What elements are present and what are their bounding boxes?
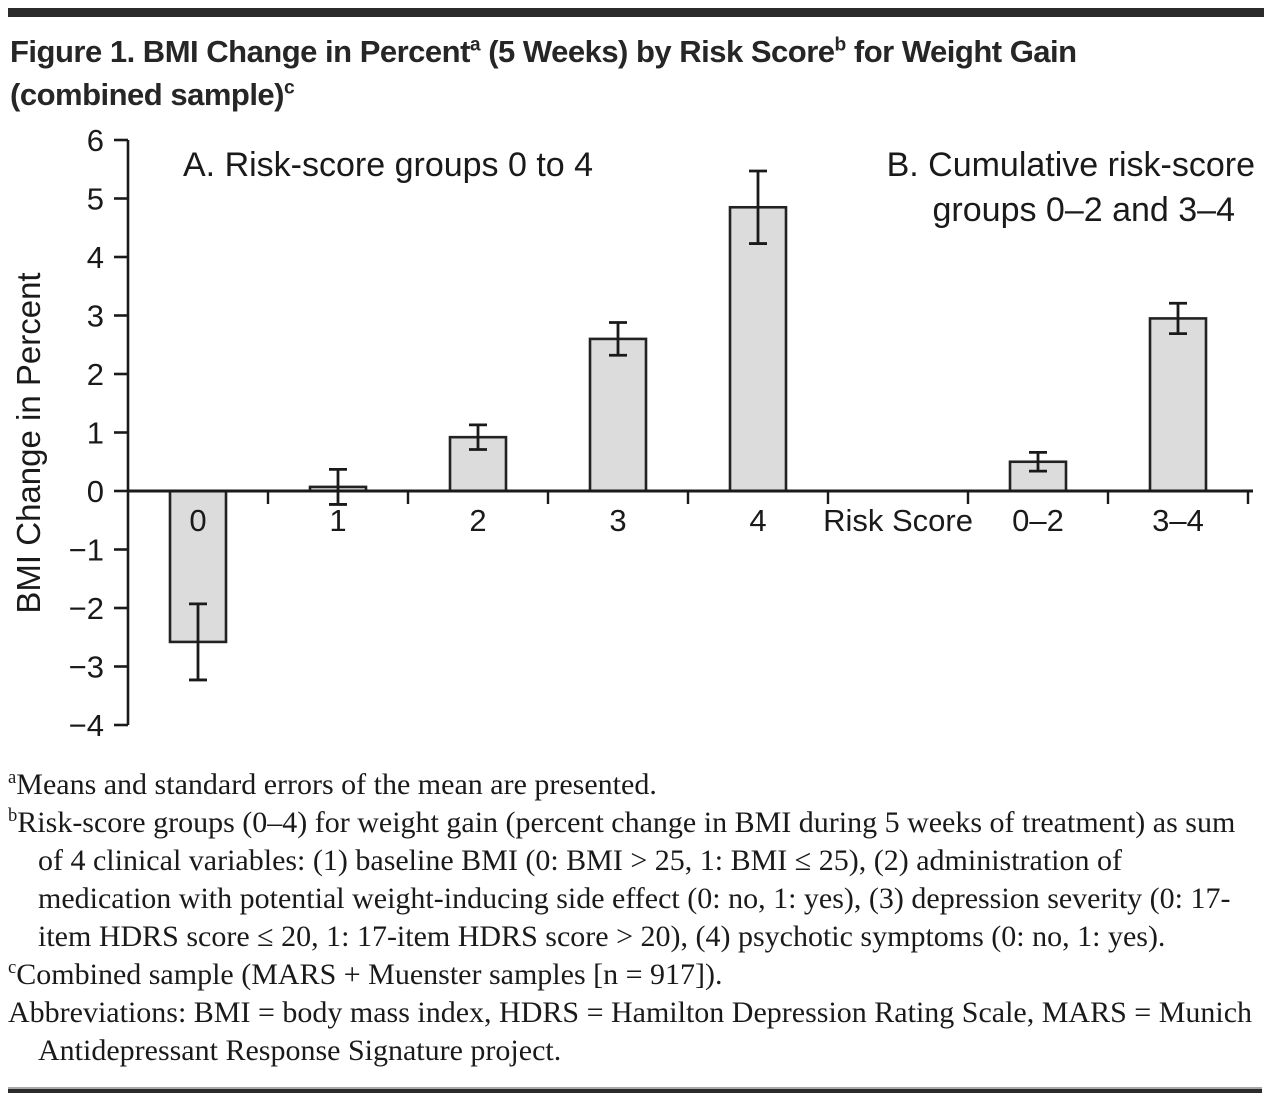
y-tick-label-3: 3 (87, 299, 104, 334)
superscript-marker: c (284, 77, 295, 99)
superscript-marker: a (469, 34, 481, 56)
y-tick-label-4: 4 (87, 240, 104, 275)
bar-risk-3–4 (1148, 317, 1208, 493)
superscript-marker: b (8, 805, 18, 826)
superscript-marker: b (834, 34, 847, 56)
bar-risk-4 (728, 205, 788, 493)
figure-title-line-1: Figure 1. BMI Change in Percenta (5 Week… (10, 34, 1077, 69)
bmi-bar-chart: 6 5 4 3 2 1 0 −1 −2 −3 −4 0 1 2 3 4 Risk Score 0–2 3–4 A. R… (10, 128, 1255, 743)
x-tick-label-1: 1 (329, 503, 346, 538)
y-tick-label-5: 5 (87, 182, 104, 217)
x-tick-label-0: 0 (189, 503, 206, 538)
y-tick-label-6: 6 (87, 128, 104, 158)
footnote-a: aMeans and standard errors of the mean a… (8, 767, 657, 801)
x-tick-label-3: 3 (609, 503, 626, 538)
x-tick-label-2: 2 (469, 503, 486, 538)
footnotes: aMeans and standard errors of the mean a… (8, 766, 1258, 1070)
x-tick-label-3–4: 3–4 (1152, 503, 1204, 538)
y-axis-title: BMI Change in Percent (10, 272, 47, 613)
x-tick-label-4: 4 (749, 503, 766, 538)
footnote-b: bRisk-score groups (0–4) for weight gain… (8, 805, 1236, 953)
bottom-rule (8, 1087, 1262, 1093)
footnote-abbreviations: Abbreviations: BMI = body mass index, HD… (8, 996, 1253, 1067)
y-tick-label--4: −4 (69, 708, 104, 743)
y-tick-label--3: −3 (69, 650, 104, 685)
panel-b-title-line-2: groups 0–2 and 3–4 (933, 191, 1235, 229)
figure-title: Figure 1. BMI Change in Percenta (5 Week… (10, 30, 1077, 116)
y-tick-label--2: −2 (69, 591, 104, 626)
superscript-marker: a (8, 767, 17, 788)
top-rule (8, 8, 1264, 17)
panel-a-title: A. Risk-score groups 0 to 4 (183, 146, 593, 184)
y-tick-label-2: 2 (87, 357, 104, 392)
y-tick-label--1: −1 (69, 533, 104, 568)
x-axis-label-risk-score: Risk Score (823, 503, 973, 538)
panel-b-title-line-1: B. Cumulative risk-score (887, 146, 1255, 184)
y-tick-label-0: 0 (87, 474, 104, 509)
bar-risk-3 (588, 337, 648, 493)
superscript-marker: c (8, 957, 17, 978)
figure-title-line-2: (combined sample)c (10, 77, 295, 112)
x-tick-label-0–2: 0–2 (1012, 503, 1064, 538)
y-tick-label-1: 1 (87, 416, 104, 451)
footnote-c: cCombined sample (MARS + Muenster sample… (8, 957, 723, 991)
